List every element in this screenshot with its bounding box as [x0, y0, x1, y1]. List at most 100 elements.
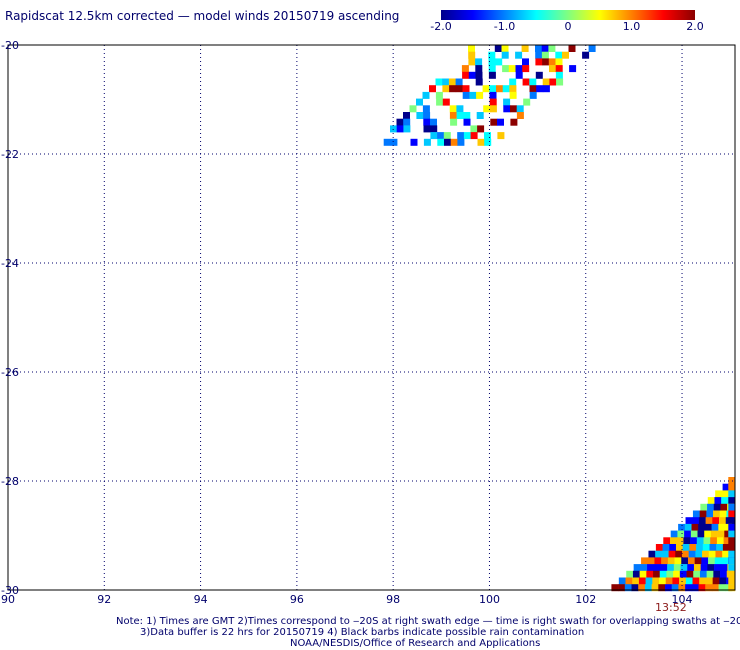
wind-cell: [449, 85, 457, 93]
map-grid: [8, 45, 735, 590]
wind-cell: [647, 557, 655, 565]
wind-cell: [509, 78, 517, 86]
wind-cell: [687, 564, 695, 572]
wind-cell: [663, 537, 671, 545]
wind-cell: [435, 91, 443, 99]
wind-cell: [720, 570, 728, 578]
wind-cell: [680, 564, 688, 572]
wind-cell: [696, 537, 704, 545]
wind-cell: [638, 577, 646, 585]
wind-cell: [489, 91, 497, 99]
wind-cell: [681, 550, 689, 558]
wind-cell: [461, 65, 469, 73]
wind-cell: [423, 138, 431, 146]
wind-cell: [535, 45, 542, 52]
wind-cell: [515, 51, 523, 59]
wind-cell: [670, 530, 678, 538]
wind-cell: [697, 530, 705, 538]
note-line-1: Note: 1) Times are GMT 2)Times correspon…: [116, 616, 740, 627]
wind-cell: [707, 497, 715, 505]
wind-cell: [698, 517, 706, 525]
wind-cell: [728, 477, 736, 484]
wind-cell: [655, 544, 663, 551]
wind-cell: [463, 132, 471, 140]
wind-cell: [673, 570, 681, 578]
wind-cell: [690, 530, 698, 538]
wind-cell: [582, 51, 590, 59]
map-title: Rapidscat 12.5km corrected — model winds…: [5, 9, 400, 23]
wind-cell: [416, 112, 424, 119]
wind-cell: [713, 503, 721, 511]
wind-cell: [488, 71, 496, 79]
wind-cell: [396, 125, 404, 133]
wind-cell: [549, 65, 556, 73]
wind-cell: [416, 98, 423, 106]
wind-cell: [718, 584, 726, 592]
lat-label: -30: [1, 584, 19, 597]
wind-cell: [715, 550, 723, 558]
lat-label: -26: [1, 366, 19, 379]
colorbar-tick: -2.0: [430, 20, 452, 33]
wind-cell: [463, 118, 471, 126]
wind-cell: [665, 584, 673, 592]
wind-cell: [456, 105, 464, 113]
wind-cell: [632, 570, 640, 578]
wind-cell: [455, 78, 463, 86]
colorbar-tick: 1.0: [622, 20, 641, 33]
wind-cell: [503, 105, 511, 113]
wind-cell: [713, 510, 721, 518]
wind-cell: [678, 523, 686, 531]
wind-cell: [720, 564, 728, 572]
wind-cell: [457, 138, 465, 146]
wind-cell: [665, 577, 673, 585]
wind-cell: [705, 584, 713, 592]
wind-cell: [522, 78, 530, 86]
wind-cell: [684, 523, 692, 531]
wind-cell: [646, 570, 654, 578]
lon-label: 100: [478, 593, 500, 606]
wind-cell: [422, 91, 430, 99]
wind-cell: [562, 51, 569, 59]
wind-cell: [706, 510, 714, 518]
wind-cell: [430, 125, 438, 133]
wind-cell: [639, 570, 647, 578]
wind-cell: [699, 510, 707, 518]
wind-cell: [502, 85, 510, 93]
wind-cell: [490, 118, 498, 126]
wind-cell: [728, 544, 736, 551]
wind-cell: [682, 544, 690, 551]
wind-cell: [510, 105, 517, 113]
wind-cell: [677, 530, 685, 538]
wind-cell: [489, 98, 497, 106]
wind-cell: [685, 584, 693, 592]
wind-cell: [692, 510, 700, 518]
wind-cell: [644, 584, 652, 592]
wind-cell: [423, 112, 431, 119]
wind-cell: [647, 564, 655, 572]
wind-cell: [631, 584, 639, 592]
wind-cell: [728, 537, 736, 545]
wind-cell: [462, 71, 470, 79]
wind-cell: [450, 138, 458, 146]
wind-cell: [468, 58, 476, 66]
wind-cell: [690, 537, 698, 545]
swath-time-label: 13:52: [655, 601, 687, 614]
wind-cell: [713, 570, 721, 578]
wind-cell: [449, 112, 457, 119]
wind-cell: [529, 85, 537, 93]
wind-cell: [430, 118, 437, 126]
wind-cell: [674, 557, 682, 565]
wind-cell: [456, 112, 464, 119]
wind-cell: [633, 564, 641, 572]
wind-cell: [686, 570, 694, 578]
wind-cell: [430, 132, 438, 140]
wind-cell: [423, 118, 431, 126]
wind-cell: [625, 577, 633, 585]
wind-cell: [469, 91, 477, 99]
wind-cell: [476, 91, 484, 99]
wind-cell: [555, 51, 563, 59]
wind-cell: [679, 570, 687, 578]
wind-cell: [450, 118, 458, 126]
wind-cell: [516, 112, 524, 119]
